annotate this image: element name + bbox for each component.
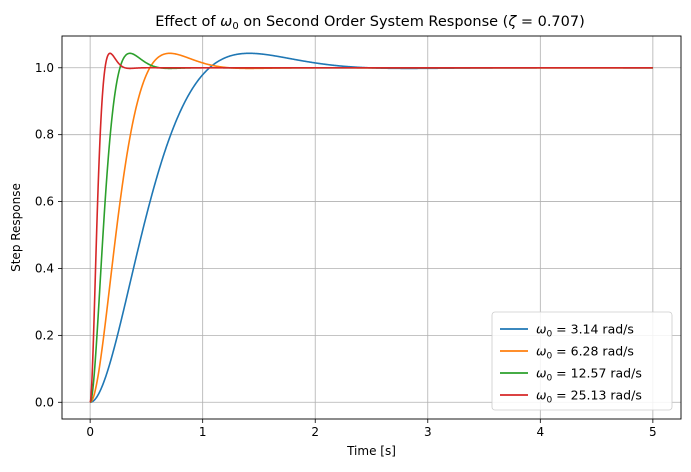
plot-frame bbox=[61, 35, 682, 420]
legend-entry: ω0 = 25.13 rad/s bbox=[536, 388, 642, 406]
y-tick-label: 0.8 bbox=[35, 128, 54, 142]
series-line bbox=[89, 52, 653, 403]
y-axis-label: Step Response bbox=[9, 183, 23, 272]
x-tick-label: 0 bbox=[86, 425, 94, 439]
chart-title: Effect of ω0 on Second Order System Resp… bbox=[155, 14, 585, 32]
y-tick-label: 0.0 bbox=[35, 395, 54, 409]
x-tick-label: 2 bbox=[311, 425, 319, 439]
axis-ticks: 0 1 2 3 4 5 0.0 0.2 0.4 0.6 0.8 1.0 bbox=[35, 61, 657, 439]
x-tick-label: 3 bbox=[424, 425, 432, 439]
x-tick-label: 4 bbox=[536, 425, 544, 439]
legend: ω0 = 3.14 rad/s ω0 = 6.28 rad/s ω0 = 12.57… bbox=[491, 311, 673, 411]
x-tick-label: 5 bbox=[649, 425, 657, 439]
legend-box bbox=[491, 311, 673, 411]
x-axis-label: Time [s] bbox=[346, 444, 396, 458]
y-tick-label: 1.0 bbox=[35, 61, 54, 75]
legend-entry: ω0 = 3.14 rad/s bbox=[536, 322, 634, 340]
y-tick-label: 0.2 bbox=[35, 328, 54, 342]
y-tick-label: 0.6 bbox=[35, 195, 54, 209]
x-tick-label: 1 bbox=[199, 425, 207, 439]
legend-entry: ω0 = 6.28 rad/s bbox=[536, 344, 634, 362]
y-tick-label: 0.4 bbox=[35, 261, 54, 275]
series-layer bbox=[89, 52, 653, 404]
legend-entry: ω0 = 12.57 rad/s bbox=[536, 366, 642, 384]
